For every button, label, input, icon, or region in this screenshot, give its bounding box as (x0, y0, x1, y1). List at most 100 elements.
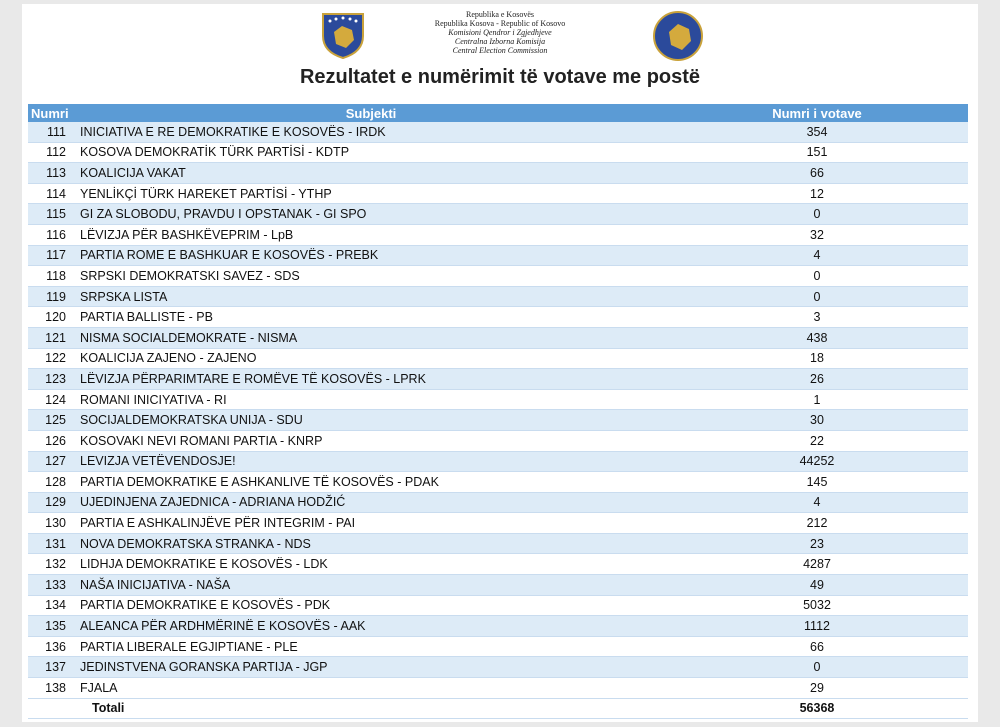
cell-votes: 1 (666, 389, 968, 411)
cell-subject: SRPSKI DEMOKRATSKI SAVEZ - SDS (76, 265, 666, 287)
cell-number: 125 (28, 409, 76, 431)
cell-votes: 4 (666, 492, 968, 514)
cell-subject: GI ZA SLOBODU, PRAVDU I OPSTANAK - GI SP… (76, 203, 666, 225)
cell-number: 115 (28, 203, 76, 225)
cell-number: 112 (28, 142, 76, 164)
header-line: Central Election Commission (452, 46, 548, 55)
cell-number: 129 (28, 492, 76, 514)
cell-votes: 151 (666, 142, 968, 164)
total-row: Totali 56368 (28, 698, 968, 720)
table-row: 127 LEVIZJA VETËVENDOSJE! 44252 (28, 451, 968, 473)
cell-number: 136 (28, 636, 76, 658)
header-line: Republika e Kosovës (466, 10, 534, 19)
cell-votes: 5032 (666, 595, 968, 617)
cell-subject: PARTIA BALLISTE - PB (76, 306, 666, 328)
cell-votes: 0 (666, 203, 968, 225)
cell-subject: LEVIZJA VETËVENDOSJE! (76, 451, 666, 473)
cell-votes: 44252 (666, 451, 968, 473)
table-row: 121 NISMA SOCIALDEMOKRATE - NISMA 438 (28, 327, 968, 349)
page: Republika e Kosovës Republika Kosova - R… (22, 4, 978, 722)
cell-number: 126 (28, 430, 76, 452)
cell-subject: NOVA DEMOKRATSKA STRANKA - NDS (76, 533, 666, 555)
header-line: Republika Kosova - Republic of Kosovo (434, 19, 566, 28)
cell-number: 138 (28, 677, 76, 699)
table-row: 131 NOVA DEMOKRATSKA STRANKA - NDS 23 (28, 533, 968, 555)
cell-votes: 66 (666, 162, 968, 184)
cell-subject: SRPSKA LISTA (76, 286, 666, 308)
table-row: 120 PARTIA BALLISTE - PB 3 (28, 306, 968, 328)
cell-votes: 26 (666, 368, 968, 390)
header-line: Centralna Izborna Komisija (454, 37, 546, 46)
cell-subject: INICIATIVA E RE DEMOKRATIKE E KOSOVËS - … (76, 122, 666, 143)
cell-votes: 29 (666, 677, 968, 699)
cell-votes: 3 (666, 306, 968, 328)
cell-subject: PARTIA LIBERALE EGJIPTIANE - PLE (76, 636, 666, 658)
cell-subject: ROMANI INICIYATIVA - RI (76, 389, 666, 411)
cell-subject: YENLİKÇİ TÜRK HAREKET PARTİSİ - YTHP (76, 183, 666, 205)
cell-subject: LËVIZJA PËRPARIMTARE E ROMËVE TË KOSOVËS… (76, 368, 666, 390)
cell-votes: 1112 (666, 615, 968, 637)
cell-votes: 12 (666, 183, 968, 205)
cell-number: 137 (28, 656, 76, 679)
cell-votes: 23 (666, 533, 968, 555)
table-row: 130 PARTIA E ASHKALINJËVE PËR INTEGRIM - … (28, 512, 968, 534)
table-row: 123 LËVIZJA PËRPARIMTARE E ROMËVE TË KOSO… (28, 368, 968, 390)
cell-number: 123 (28, 368, 76, 390)
cell-subject: KOSOVAKI NEVI ROMANI PARTIA - KNRP (76, 430, 666, 452)
cell-subject: PARTIA DEMOKRATIKE E KOSOVËS - PDK (76, 595, 666, 617)
header-row: Numri Subjekti Numri i votave (28, 104, 968, 122)
cell-number: 128 (28, 471, 76, 493)
table-row: 118 SRPSKI DEMOKRATSKI SAVEZ - SDS 0 (28, 265, 968, 287)
cell-number: 134 (28, 595, 76, 617)
cell-subject: LIDHJA DEMOKRATIKE E KOSOVËS - LDK (76, 553, 666, 576)
table-row: 128 PARTIA DEMOKRATIKE E ASHKANLIVE TË KO… (28, 471, 968, 493)
cell-votes: 22 (666, 430, 968, 452)
column-header: Numri (28, 104, 76, 122)
cell-votes: 32 (666, 224, 968, 246)
cell-number: 131 (28, 533, 76, 555)
table-row: 112 KOSOVA DEMOKRATİK TÜRK PARTİSİ - KDTP… (28, 142, 968, 164)
table-row: 111 INICIATIVA E RE DEMOKRATIKE E KOSOVËS… (28, 122, 968, 143)
cell-number: 114 (28, 183, 76, 205)
table-row: 116 LËVIZJA PËR BASHKËVEPRIM - LpB 32 (28, 224, 968, 246)
cell-subject: ALEANCA PËR ARDHMËRINË E KOSOVËS - AAK (76, 615, 666, 637)
cell-subject: FJALA (76, 677, 666, 699)
cell-votes: 4287 (666, 553, 968, 576)
cell-votes: 145 (666, 471, 968, 493)
cell-number: 122 (28, 348, 76, 370)
cell-number: 117 (28, 245, 76, 267)
table-row: 124 ROMANI INICIYATIVA - RI 1 (28, 389, 968, 411)
cell-number: 133 (28, 574, 76, 596)
cell-empty (28, 698, 76, 720)
results-table: Numri Subjekti Numri i votave 111 INICIAT… (28, 104, 968, 720)
header-line: Komisioni Qendror i Zgjedhjeve (448, 28, 552, 37)
cell-subject: UJEDINJENA ZAJEDNICA - ADRIANA HODŽIĆ (76, 492, 666, 514)
cell-votes: 49 (666, 574, 968, 596)
total-value: 56368 (666, 698, 968, 720)
cell-votes: 212 (666, 512, 968, 534)
cell-number: 127 (28, 451, 76, 473)
cell-subject: PARTIA ROME E BASHKUAR E KOSOVËS - PREBK (76, 245, 666, 267)
cell-subject: KOALICIJA VAKAT (76, 162, 666, 184)
table-row: 126 KOSOVAKI NEVI ROMANI PARTIA - KNRP 22 (28, 430, 968, 452)
table-row: 114 YENLİKÇİ TÜRK HAREKET PARTİSİ - YTHP 1… (28, 183, 968, 205)
cell-number: 119 (28, 286, 76, 308)
table-row: 117 PARTIA ROME E BASHKUAR E KOSOVËS - PR… (28, 245, 968, 267)
cell-votes: 354 (666, 122, 968, 143)
cell-number: 132 (28, 553, 76, 576)
cell-number: 111 (28, 122, 76, 143)
cell-votes: 18 (666, 348, 968, 370)
emblem-kosovo (322, 13, 364, 60)
cell-number: 124 (28, 389, 76, 411)
cell-number: 113 (28, 162, 76, 184)
table-row: 133 NAŠA INICIJATIVA - NAŠA 49 (28, 574, 968, 596)
cell-subject: SOCIJALDEMOKRATSKA UNIJA - SDU (76, 409, 666, 431)
table-row: 125 SOCIJALDEMOKRATSKA UNIJA - SDU 30 (28, 409, 968, 431)
column-header: Subjekti (76, 104, 666, 122)
cell-subject: PARTIA E ASHKALINJËVE PËR INTEGRIM - PAI (76, 512, 666, 534)
table-row: 132 LIDHJA DEMOKRATIKE E KOSOVËS - LDK 428… (28, 553, 968, 576)
cell-votes: 0 (666, 286, 968, 308)
cell-subject: LËVIZJA PËR BASHKËVEPRIM - LpB (76, 224, 666, 246)
cell-votes: 0 (666, 265, 968, 287)
